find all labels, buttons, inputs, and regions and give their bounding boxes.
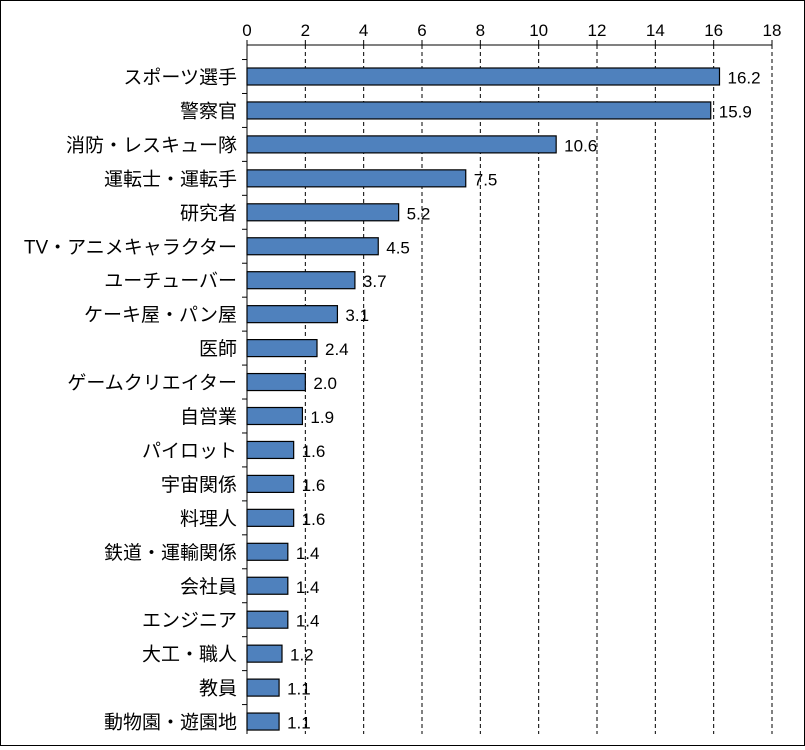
category-label: スポーツ選手 bbox=[123, 67, 237, 89]
value-label: 3.1 bbox=[345, 306, 369, 325]
bar bbox=[246, 135, 557, 154]
value-label: 1.4 bbox=[296, 544, 320, 563]
bar bbox=[246, 339, 318, 358]
value-label: 1.6 bbox=[302, 510, 326, 529]
value-label: 3.7 bbox=[363, 272, 387, 291]
category-label: 研究者 bbox=[180, 202, 237, 224]
category-label: 鉄道・運輸関係 bbox=[104, 542, 237, 564]
bar bbox=[246, 169, 467, 188]
category-label: パイロット bbox=[142, 441, 237, 462]
bar bbox=[246, 508, 295, 527]
category-label: TV・アニメキャラクター bbox=[24, 236, 237, 258]
bar bbox=[246, 474, 295, 493]
bar bbox=[246, 67, 721, 86]
x-tick-label: 18 bbox=[763, 21, 782, 40]
x-tick-label: 14 bbox=[646, 21, 665, 40]
bar bbox=[246, 712, 280, 731]
bars bbox=[246, 67, 721, 731]
category-label: ケーキ屋・パン屋 bbox=[84, 305, 237, 326]
value-label: 1.2 bbox=[290, 646, 314, 665]
x-tick-label: 16 bbox=[704, 21, 723, 40]
category-label: 教員 bbox=[199, 678, 237, 700]
category-label: 医師 bbox=[199, 338, 237, 360]
gridlines bbox=[304, 45, 773, 734]
category-label: ゲームクリエイター bbox=[67, 372, 237, 394]
category-label: ユーチューバー bbox=[104, 271, 237, 292]
category-label: 自営業 bbox=[180, 406, 237, 428]
category-label: 宇宙関係 bbox=[161, 474, 237, 496]
labels: 0 2 4 6 8 10 12 14 16 18 スポーツ選手 16.2 警察官 15.9 消防・レスキュー… bbox=[24, 21, 782, 734]
bar bbox=[246, 440, 295, 460]
category-label: 会社員 bbox=[180, 576, 237, 598]
x-tick-label: 12 bbox=[588, 21, 607, 40]
value-label: 5.2 bbox=[407, 204, 431, 223]
value-label: 1.4 bbox=[296, 612, 320, 631]
bar bbox=[246, 271, 356, 290]
value-label: 1.1 bbox=[287, 714, 311, 733]
bar bbox=[246, 678, 280, 697]
category-label: 大工・職人 bbox=[142, 644, 237, 666]
category-label: 運転士・運転手 bbox=[104, 168, 237, 190]
bar bbox=[246, 305, 339, 324]
category-label: エンジニア bbox=[142, 611, 237, 632]
bar bbox=[246, 644, 283, 663]
category-label: 警察官 bbox=[180, 100, 237, 122]
category-label: 消防・レスキュー隊 bbox=[66, 134, 237, 156]
category-label: 動物園・遊園地 bbox=[104, 712, 237, 734]
value-label: 16.2 bbox=[728, 69, 761, 88]
bar bbox=[246, 237, 379, 256]
x-tick-label: 6 bbox=[417, 21, 426, 40]
x-tick-label: 8 bbox=[476, 21, 485, 40]
bar bbox=[246, 101, 712, 120]
value-label: 1.6 bbox=[302, 442, 326, 461]
bar bbox=[246, 542, 289, 561]
value-label: 1.4 bbox=[296, 578, 320, 597]
x-tick-label: 4 bbox=[359, 21, 368, 40]
x-tick-label: 10 bbox=[529, 21, 548, 40]
value-label: 4.5 bbox=[386, 238, 410, 257]
bar bbox=[246, 406, 304, 426]
value-label: 15.9 bbox=[719, 102, 752, 121]
value-label: 10.6 bbox=[564, 136, 597, 155]
value-label: 1.9 bbox=[310, 408, 334, 427]
value-label: 1.6 bbox=[302, 476, 326, 495]
x-tick-label: 2 bbox=[301, 21, 310, 40]
value-label: 2.0 bbox=[313, 374, 337, 393]
value-label: 7.5 bbox=[474, 170, 498, 189]
bar bbox=[246, 203, 400, 222]
bar bbox=[246, 372, 306, 392]
bar bbox=[246, 610, 289, 629]
bar bbox=[246, 576, 289, 595]
value-label: 2.4 bbox=[325, 340, 349, 359]
category-label: 料理人 bbox=[180, 508, 237, 530]
value-label: 1.1 bbox=[287, 680, 311, 699]
x-tick-label: 0 bbox=[242, 21, 251, 40]
